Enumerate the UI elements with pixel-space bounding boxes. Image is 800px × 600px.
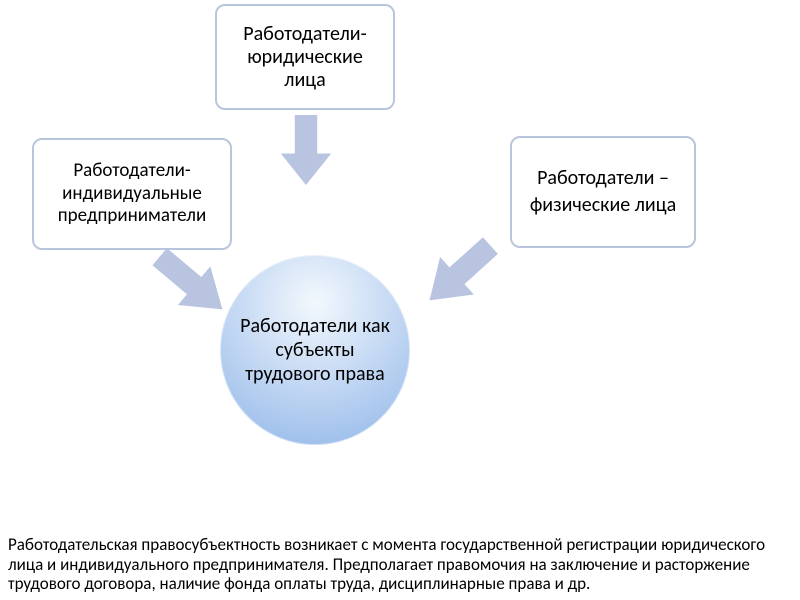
box-left-label: Работодатели- индивидуальные предпринима… [44, 160, 220, 228]
center-circle-label: Работодатели как субъекты трудового прав… [234, 314, 396, 386]
center-circle-employers: Работодатели как субъекты трудового прав… [218, 253, 412, 447]
caption-text: Работодательская правосубъектность возни… [8, 535, 792, 594]
box-top-label: Работодатели- юридические лица [227, 23, 383, 92]
box-top-legal-entities: Работодатели- юридические лица [215, 4, 395, 110]
arrow-top [278, 115, 334, 185]
box-left-entrepreneurs: Работодатели- индивидуальные предпринима… [32, 138, 232, 250]
box-right-individuals: Работодатели – физические лица [510, 136, 696, 248]
diagram-canvas: Работодатели- юридические лица Работодат… [0, 0, 800, 600]
box-right-label: Работодатели – физические лица [522, 165, 684, 219]
arrow-right [411, 225, 509, 321]
